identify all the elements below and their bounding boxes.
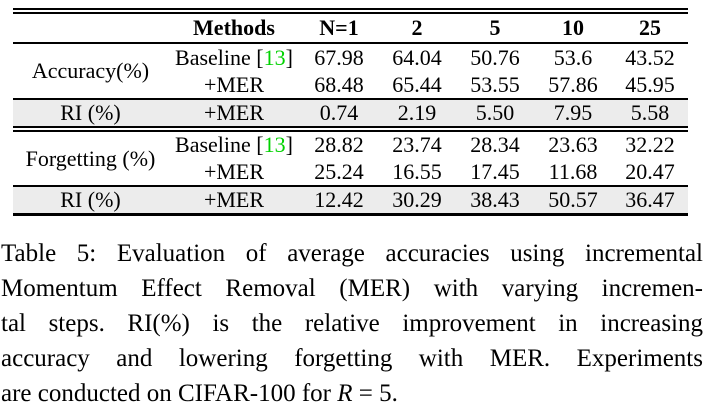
table-caption: Table 5: Evaluation of average accuracie…	[0, 236, 704, 411]
header-n1: N=1	[319, 15, 359, 40]
table-cell: 45.95	[625, 71, 675, 97]
row-group-ri-accuracy: RI (%)	[60, 100, 121, 125]
table-cell: 32.22	[625, 132, 675, 157]
table-cell: 50.57	[548, 187, 598, 212]
method-baseline-accuracy: Baseline [13]	[168, 43, 300, 71]
table-cell: 23.74	[392, 132, 442, 157]
table-cell: 25.24	[314, 158, 364, 184]
table-cell: 17.45	[470, 158, 520, 184]
table-cell: 30.29	[392, 187, 442, 212]
table-cell: 65.44	[392, 71, 442, 97]
citation-link-13[interactable]: 13	[263, 44, 286, 70]
table-cell: 53.55	[470, 71, 520, 97]
header-n5: 5	[489, 15, 501, 40]
caption-line: accuracy and lowering forgetting with ME…	[1, 345, 703, 372]
table-row-forgetting-baseline: Forgetting (%) Baseline [13] 28.82 23.74…	[13, 129, 688, 171]
table-cell: 0.74	[319, 100, 359, 125]
table-cell: 43.52	[625, 44, 675, 70]
table-cell: 38.43	[470, 187, 520, 212]
method-mer-ri-accuracy: +MER	[203, 100, 265, 125]
baseline-label: Baseline [	[175, 132, 264, 157]
table-cell: 67.98	[314, 44, 364, 70]
table-row-ri-accuracy: RI (%) +MER 0.74 2.19 5.50 7.95 5.58	[13, 99, 688, 129]
table-cell: 5.50	[475, 100, 515, 125]
results-table: Methods N=1 2 5 10 25 Accuracy(%) Baseli…	[13, 8, 688, 216]
method-mer-accuracy: +MER	[203, 71, 265, 97]
baseline-label-close: ]	[285, 132, 293, 157]
table-cell: 16.55	[392, 158, 442, 184]
table-header-row: Methods N=1 2 5 10 25	[13, 11, 688, 43]
table-cell: 23.63	[548, 132, 598, 157]
method-mer-forgetting: +MER	[203, 158, 265, 184]
table-cell: 64.04	[392, 44, 442, 70]
table-cell: 36.47	[625, 187, 675, 212]
table-row-accuracy-baseline: Accuracy(%) Baseline [13] 67.98 64.04 50…	[13, 43, 688, 84]
table-cell: 68.48	[314, 71, 364, 97]
table-cell: 20.47	[625, 158, 675, 184]
table-row-ri-forgetting: RI (%) +MER 12.42 30.29 38.43 50.57 36.4…	[13, 186, 688, 215]
header-methods: Methods	[193, 15, 275, 40]
table-cell: 50.76	[470, 44, 520, 70]
citation-link-13[interactable]: 13	[263, 132, 286, 157]
math-variable-R: R	[337, 380, 353, 407]
row-group-ri-forgetting: RI (%)	[60, 187, 121, 212]
table-cell: 5.58	[630, 100, 670, 125]
table-cell: 2.19	[397, 100, 437, 125]
ri-accuracy-section: RI (%) +MER 0.74 2.19 5.50 7.95 5.58	[13, 99, 688, 129]
table-cell: 28.34	[470, 132, 520, 157]
ri-forgetting-section: RI (%) +MER 12.42 30.29 38.43 50.57 36.4…	[13, 186, 688, 215]
table-row-forgetting-mer: +MER 25.24 16.55 17.45 11.68 20.47	[13, 158, 688, 186]
caption-text: are conducted on CIFAR-100 for	[1, 380, 338, 407]
caption-line: tal steps. RI(%) is the relative improve…	[1, 310, 703, 337]
table-cell: 11.68	[548, 158, 598, 184]
table-cell: 7.95	[553, 100, 593, 125]
header-n25: 25	[639, 15, 661, 40]
table-cell: 57.86	[548, 71, 598, 97]
caption-text: = 5.	[352, 380, 398, 407]
baseline-label: Baseline [	[175, 44, 264, 70]
header-n2: 2	[411, 15, 423, 40]
row-group-accuracy: Accuracy(%)	[31, 58, 150, 83]
table-cell: 12.42	[314, 187, 364, 212]
caption-line: Momentum Effect Removal (MER) with varyi…	[1, 275, 703, 302]
table-cell: 53.6	[553, 44, 593, 70]
header-empty-cell	[13, 11, 168, 43]
baseline-label-close: ]	[285, 44, 293, 70]
table-cell: 28.82	[314, 132, 364, 157]
caption-line: Table 5: Evaluation of average accuracie…	[1, 240, 703, 267]
table-row-accuracy-mer: +MER 68.48 65.44 53.55 57.86 45.95	[13, 71, 688, 99]
forgetting-section: Forgetting (%) Baseline [13] 28.82 23.74…	[13, 129, 688, 186]
caption-line-last: are conducted on CIFAR-100 for R = 5.	[1, 376, 703, 411]
accuracy-section: Accuracy(%) Baseline [13] 67.98 64.04 50…	[13, 43, 688, 99]
method-mer-ri-forgetting: +MER	[203, 187, 265, 212]
row-group-forgetting: Forgetting (%)	[25, 145, 156, 171]
method-baseline-forgetting: Baseline [13]	[168, 129, 300, 158]
header-n10: 10	[562, 15, 584, 40]
